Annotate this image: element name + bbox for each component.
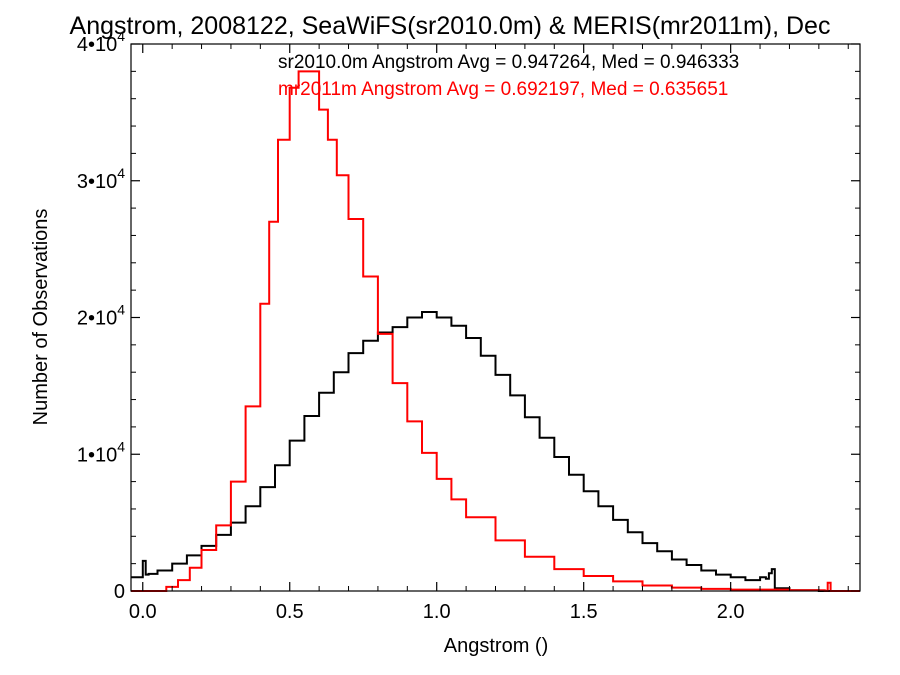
x-tick-label: 0.0 (129, 601, 157, 623)
y-tick-mantissa: 1•10 (77, 444, 117, 466)
y-tick-label: 4•104 (77, 28, 125, 56)
histogram-series-1 (131, 70, 860, 592)
y-tick-mantissa: 2•10 (77, 308, 117, 330)
plot-frame (130, 43, 861, 592)
y-tick-exponent: 4 (117, 28, 125, 44)
y-axis-label: Number of Observations (30, 209, 52, 426)
y-tick-exponent: 4 (117, 302, 125, 318)
y-tick-label: 2•104 (77, 302, 125, 330)
y-tick-mantissa: 0 (114, 581, 125, 603)
x-tick-label: 1.0 (423, 601, 451, 623)
stat-line-meris: mr2011m Angstrom Avg = 0.692197, Med = 0… (278, 79, 728, 100)
x-axis-label: Angstrom () (444, 635, 548, 657)
y-tick-label: 1•104 (77, 438, 125, 466)
x-tick-label: 1.5 (570, 601, 598, 623)
x-tick-label: 0.5 (276, 601, 304, 623)
y-tick-label: 3•104 (77, 165, 125, 193)
y-tick-mantissa: 3•10 (77, 171, 117, 193)
y-tick-mantissa: 4•10 (77, 34, 117, 56)
x-tick-label: 2.0 (717, 601, 745, 623)
y-tick-exponent: 4 (117, 438, 125, 454)
chart-title: Angstrom, 2008122, SeaWiFS(sr2010.0m) & … (70, 12, 831, 40)
y-tick-exponent: 4 (117, 165, 125, 181)
y-tick-label: 0 (114, 581, 125, 603)
histogram-series-0 (131, 311, 860, 592)
stat-line-seawifs: sr2010.0m Angstrom Avg = 0.947264, Med =… (278, 52, 739, 73)
